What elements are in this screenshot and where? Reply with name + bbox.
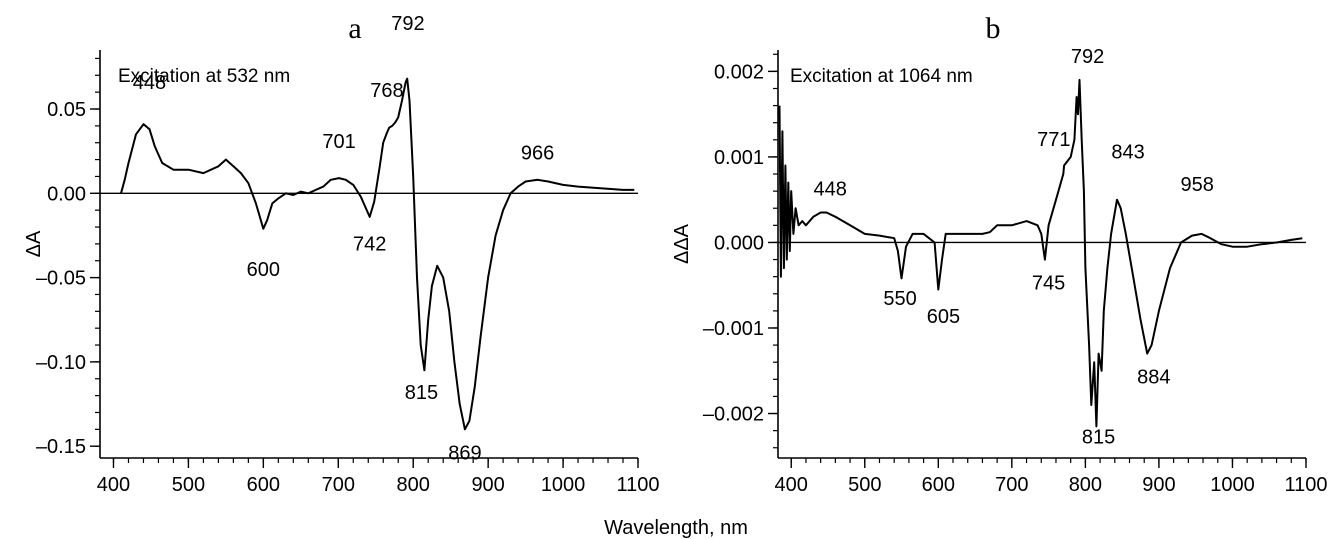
peak-label: 843 xyxy=(1111,142,1144,164)
y-tick-label: 0.05 xyxy=(47,99,86,121)
peak-label: 884 xyxy=(1137,367,1170,389)
x-tick-label: 600 xyxy=(247,474,280,496)
peak-label: 966 xyxy=(521,143,554,165)
spectrum-line xyxy=(778,78,1303,428)
peak-label: 815 xyxy=(1082,426,1115,448)
x-tick-label: 700 xyxy=(995,474,1028,496)
peak-label: 605 xyxy=(927,306,960,328)
x-tick-label: 400 xyxy=(97,474,130,496)
panel-b: 400 500 600 700 800 900 1000 1100 0.002 0.001 0.00… xyxy=(671,12,1328,496)
peak-label: 600 xyxy=(247,259,280,281)
peak-label: 448 xyxy=(814,178,847,200)
x-tick-label: 800 xyxy=(1069,474,1102,496)
peak-label: 869 xyxy=(448,443,481,465)
spectrum-line xyxy=(120,77,635,431)
peak-label: 745 xyxy=(1032,272,1065,294)
x-tick-label: 1000 xyxy=(1210,474,1255,496)
peak-label: 792 xyxy=(391,13,424,35)
peak-label: 742 xyxy=(353,234,386,256)
y-tick-label: 0.000 xyxy=(714,232,764,254)
y-tick-label: –0.002 xyxy=(703,404,764,426)
peak-label: 815 xyxy=(405,382,438,404)
x-tick-label: 900 xyxy=(471,474,504,496)
peak-label: 701 xyxy=(322,131,355,153)
peak-label: 792 xyxy=(1071,46,1104,68)
y-tick-label: 0.001 xyxy=(714,147,764,169)
x-tick-label: 1100 xyxy=(1284,474,1327,496)
excitation-annotation: Excitation at 1064 nm xyxy=(790,66,973,87)
y-axis-title: ΔΔA xyxy=(671,223,693,264)
peak-label: 448 xyxy=(133,72,166,94)
x-tick-label: 700 xyxy=(322,474,355,496)
y-axis-title: ΔA xyxy=(23,230,45,257)
y-tick-label: 0.002 xyxy=(714,61,764,83)
panel-letter: b xyxy=(986,12,1001,45)
x-tick-label: 400 xyxy=(775,474,808,496)
y-tick-label: –0.10 xyxy=(36,352,86,374)
y-tick-label: 0.00 xyxy=(47,183,86,205)
x-tick-label: 600 xyxy=(922,474,955,496)
x-tick-label: 1000 xyxy=(541,474,586,496)
x-axis-title: Wavelength, nm xyxy=(604,517,748,539)
x-tick-label: 500 xyxy=(172,474,205,496)
y-tick-label: –0.15 xyxy=(36,436,86,458)
peak-label: 550 xyxy=(883,288,916,310)
excitation-annotation: Excitation at 532 nm xyxy=(118,66,290,87)
y-tick-label: –0.05 xyxy=(36,268,86,290)
peak-label: 958 xyxy=(1180,174,1213,196)
panel-a: 400 500 600 700 800 900 1000 1100 0.05 0.00 –0.05 –… xyxy=(23,12,660,496)
panel-letter: a xyxy=(348,12,361,45)
y-tick-label: –0.001 xyxy=(703,318,764,340)
peak-label: 768 xyxy=(370,80,403,102)
x-tick-label: 1100 xyxy=(616,474,659,496)
x-tick-label: 800 xyxy=(397,474,430,496)
x-tick-label: 500 xyxy=(848,474,881,496)
peak-label: 771 xyxy=(1037,129,1070,151)
x-tick-label: 900 xyxy=(1142,474,1175,496)
